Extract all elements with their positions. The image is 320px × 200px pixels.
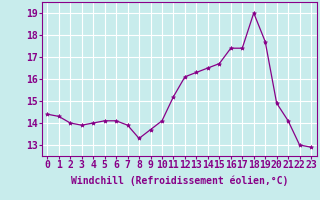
X-axis label: Windchill (Refroidissement éolien,°C): Windchill (Refroidissement éolien,°C) [70,176,288,186]
